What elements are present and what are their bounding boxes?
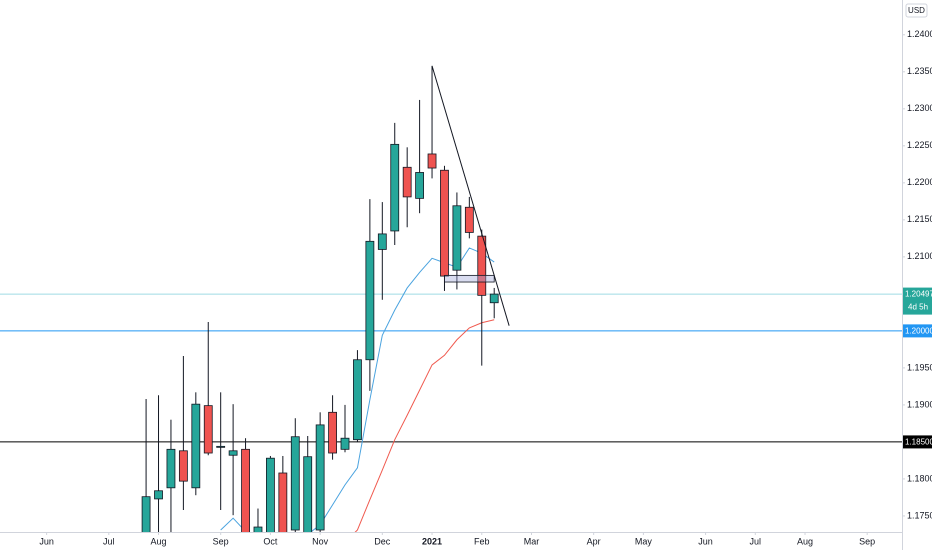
x-tick-label: Aug	[151, 536, 167, 546]
candle-body	[415, 172, 425, 199]
candle-body	[390, 143, 400, 232]
y-tick-label: 1.18000	[907, 473, 932, 483]
candle-body	[402, 166, 412, 198]
rectangle-drawing	[444, 274, 495, 283]
candle-body	[315, 424, 325, 531]
candle-body	[328, 411, 337, 454]
candle-body	[178, 450, 188, 482]
candle-body	[228, 450, 238, 456]
candle-body	[440, 169, 449, 277]
x-tick-label: 2021	[422, 536, 442, 546]
x-tick-label: Feb	[474, 536, 490, 546]
currency-label: USD	[908, 6, 925, 15]
candle-body	[290, 436, 300, 531]
x-tick-label: Nov	[312, 536, 329, 546]
y-tick-label: 1.23000	[907, 103, 932, 113]
x-tick-label: Dec	[374, 536, 391, 546]
hline-label-box	[903, 435, 932, 449]
candle-body	[216, 445, 226, 448]
y-tick-label: 1.22000	[907, 177, 932, 187]
last-price-box	[903, 287, 932, 315]
x-tick-label: Jun	[39, 536, 54, 546]
y-tick-label: 1.19500	[907, 362, 932, 372]
y-tick-label: 1.21500	[907, 214, 932, 224]
plot-area	[0, 65, 902, 532]
x-tick-label: Jun	[698, 536, 713, 546]
x-tick-label: Oct	[263, 536, 278, 546]
trend-line	[431, 65, 510, 326]
candle-body	[365, 240, 375, 361]
candle-body	[241, 448, 250, 532]
candle-body	[253, 526, 263, 532]
x-tick-label: Sep	[859, 536, 875, 546]
x-tick-label: Sep	[213, 536, 229, 546]
candle-body	[191, 403, 201, 489]
hline-label: 1.18500	[905, 438, 932, 447]
y-tick-label: 1.22500	[907, 140, 932, 150]
hline-label: 1.20000	[905, 326, 932, 335]
candle-body	[427, 153, 437, 169]
currency-box[interactable]	[905, 3, 928, 18]
candle-body	[141, 496, 151, 532]
y-tick-label: 1.23500	[907, 66, 932, 76]
candle-body	[154, 490, 163, 500]
x-tick-label: Jul	[103, 536, 115, 546]
countdown-label: 4d 5h	[908, 303, 928, 312]
candle-body	[489, 293, 499, 304]
candle-body	[477, 235, 487, 296]
candle-body	[278, 472, 288, 532]
candle-body	[452, 205, 462, 271]
hline-label-box	[903, 324, 932, 338]
y-tick-label: 1.21000	[907, 251, 932, 261]
candle-body	[303, 456, 313, 532]
y-tick-label: 1.17500	[907, 510, 932, 520]
x-tick-label: Mar	[524, 536, 540, 546]
x-tick-label: Jul	[750, 536, 762, 546]
candle-body	[353, 359, 362, 441]
candle-body	[464, 206, 474, 233]
candle-body	[166, 448, 176, 489]
x-tick-label: Apr	[587, 536, 601, 546]
x-tick-label: May	[635, 536, 653, 546]
y-tick-label: 1.19000	[907, 399, 932, 409]
last-price-label: 1.20497	[905, 290, 932, 299]
x-tick-label: Aug	[797, 536, 813, 546]
candle-body	[266, 457, 275, 532]
candle-body	[340, 437, 350, 450]
y-tick-label: 1.24000	[907, 29, 932, 39]
candle-body	[377, 233, 387, 250]
moving-average	[354, 319, 495, 532]
candle-body	[203, 405, 213, 454]
